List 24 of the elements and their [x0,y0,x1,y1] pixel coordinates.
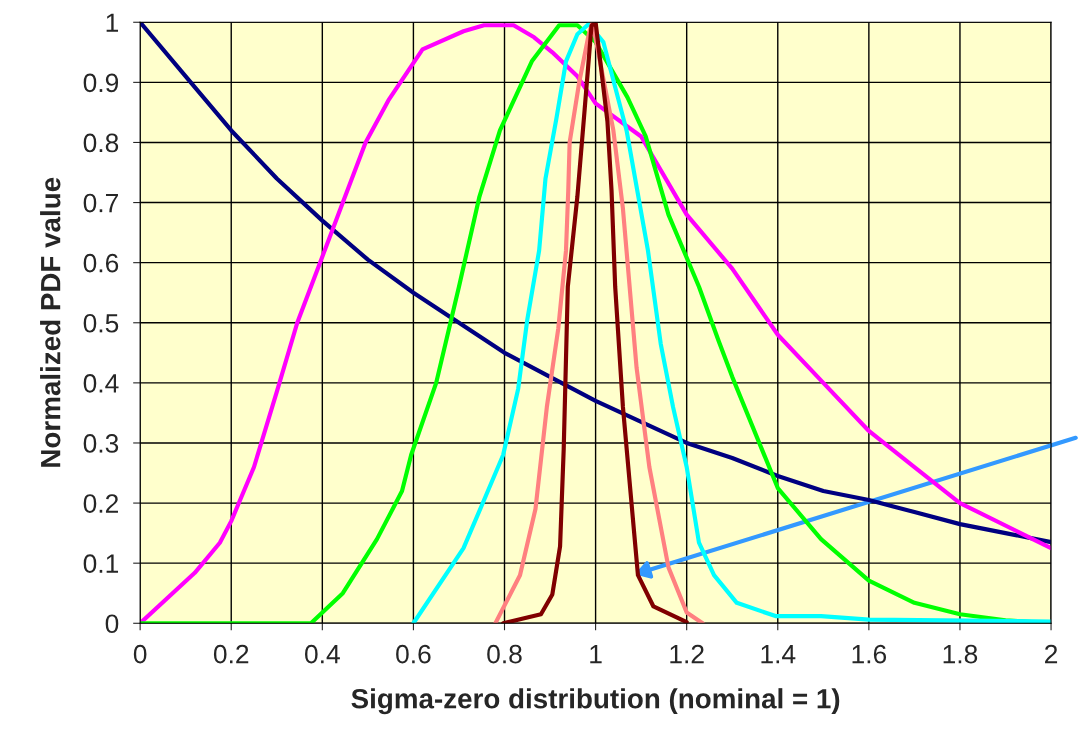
x-tick-label: 1 [590,645,602,664]
x-tick-label: 1.2 [670,644,704,664]
y-tick-label: 0.5 [83,313,119,333]
x-tick-label: 1.4 [761,645,796,664]
x-tick-label: 2 [1045,644,1058,664]
x-tick-label: 1.6 [852,644,887,664]
y-tick-label: 0.1 [83,554,119,573]
x-tick-label: 0 [133,644,147,664]
y-tick-label: 0 [105,614,119,634]
x-tick-label: 0.4 [305,644,340,664]
x-tick-label: 0.6 [396,644,431,664]
x-tick-label: 1.8 [943,644,978,664]
y-tick-label: 0.4 [83,374,119,393]
x-axis-title: Sigma-zero distribution (nominal = 1) [351,688,840,715]
y-axis-title: Normalized PDF value [40,177,61,467]
y-tick-label: 0.9 [83,73,119,93]
y-tick-label: 1 [106,13,119,32]
y-tick-label: 0.3 [83,434,119,453]
x-tick-label: 0.8 [487,644,522,664]
y-tick-label: 0.7 [83,193,118,213]
x-tick-label: 0.2 [213,644,249,664]
y-tick-label: 0.2 [83,494,118,513]
y-tick-label: 0.8 [83,133,119,153]
y-tick-label: 0.6 [83,253,119,273]
